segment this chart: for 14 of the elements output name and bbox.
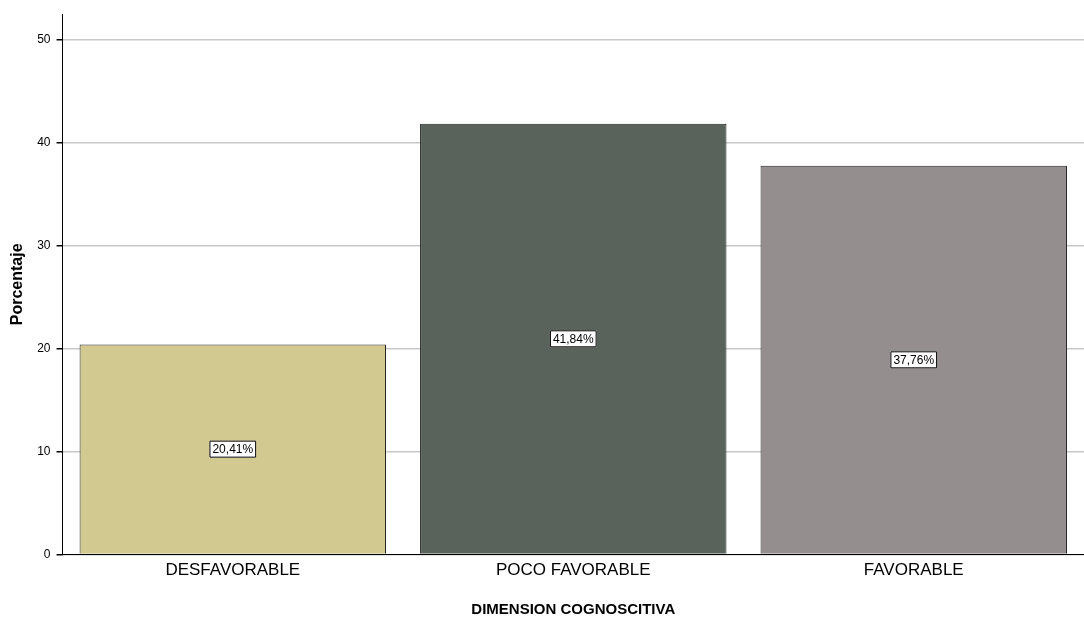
y-tick-label: 20 — [37, 340, 51, 355]
data-label: 41,84% — [552, 332, 594, 347]
y-axis-title: Porcentaje — [8, 243, 26, 326]
data-label: 20,41% — [212, 442, 254, 457]
y-tick-label: 30 — [37, 238, 51, 252]
y-tick-label: 40 — [37, 135, 51, 150]
x-tick-label: FAVORABLE — [863, 560, 964, 580]
x-tick-label: DESFAVORABLE — [165, 560, 301, 580]
y-tick-label: 0 — [43, 546, 51, 561]
x-axis-title: DIMENSION COGNOSCITIVA — [471, 600, 676, 618]
data-label: 37,76% — [893, 353, 935, 368]
y-tick-label: 50 — [37, 32, 51, 47]
y-tick-label: 10 — [37, 443, 51, 458]
x-tick-label: POCO FAVORABLE — [495, 560, 651, 580]
